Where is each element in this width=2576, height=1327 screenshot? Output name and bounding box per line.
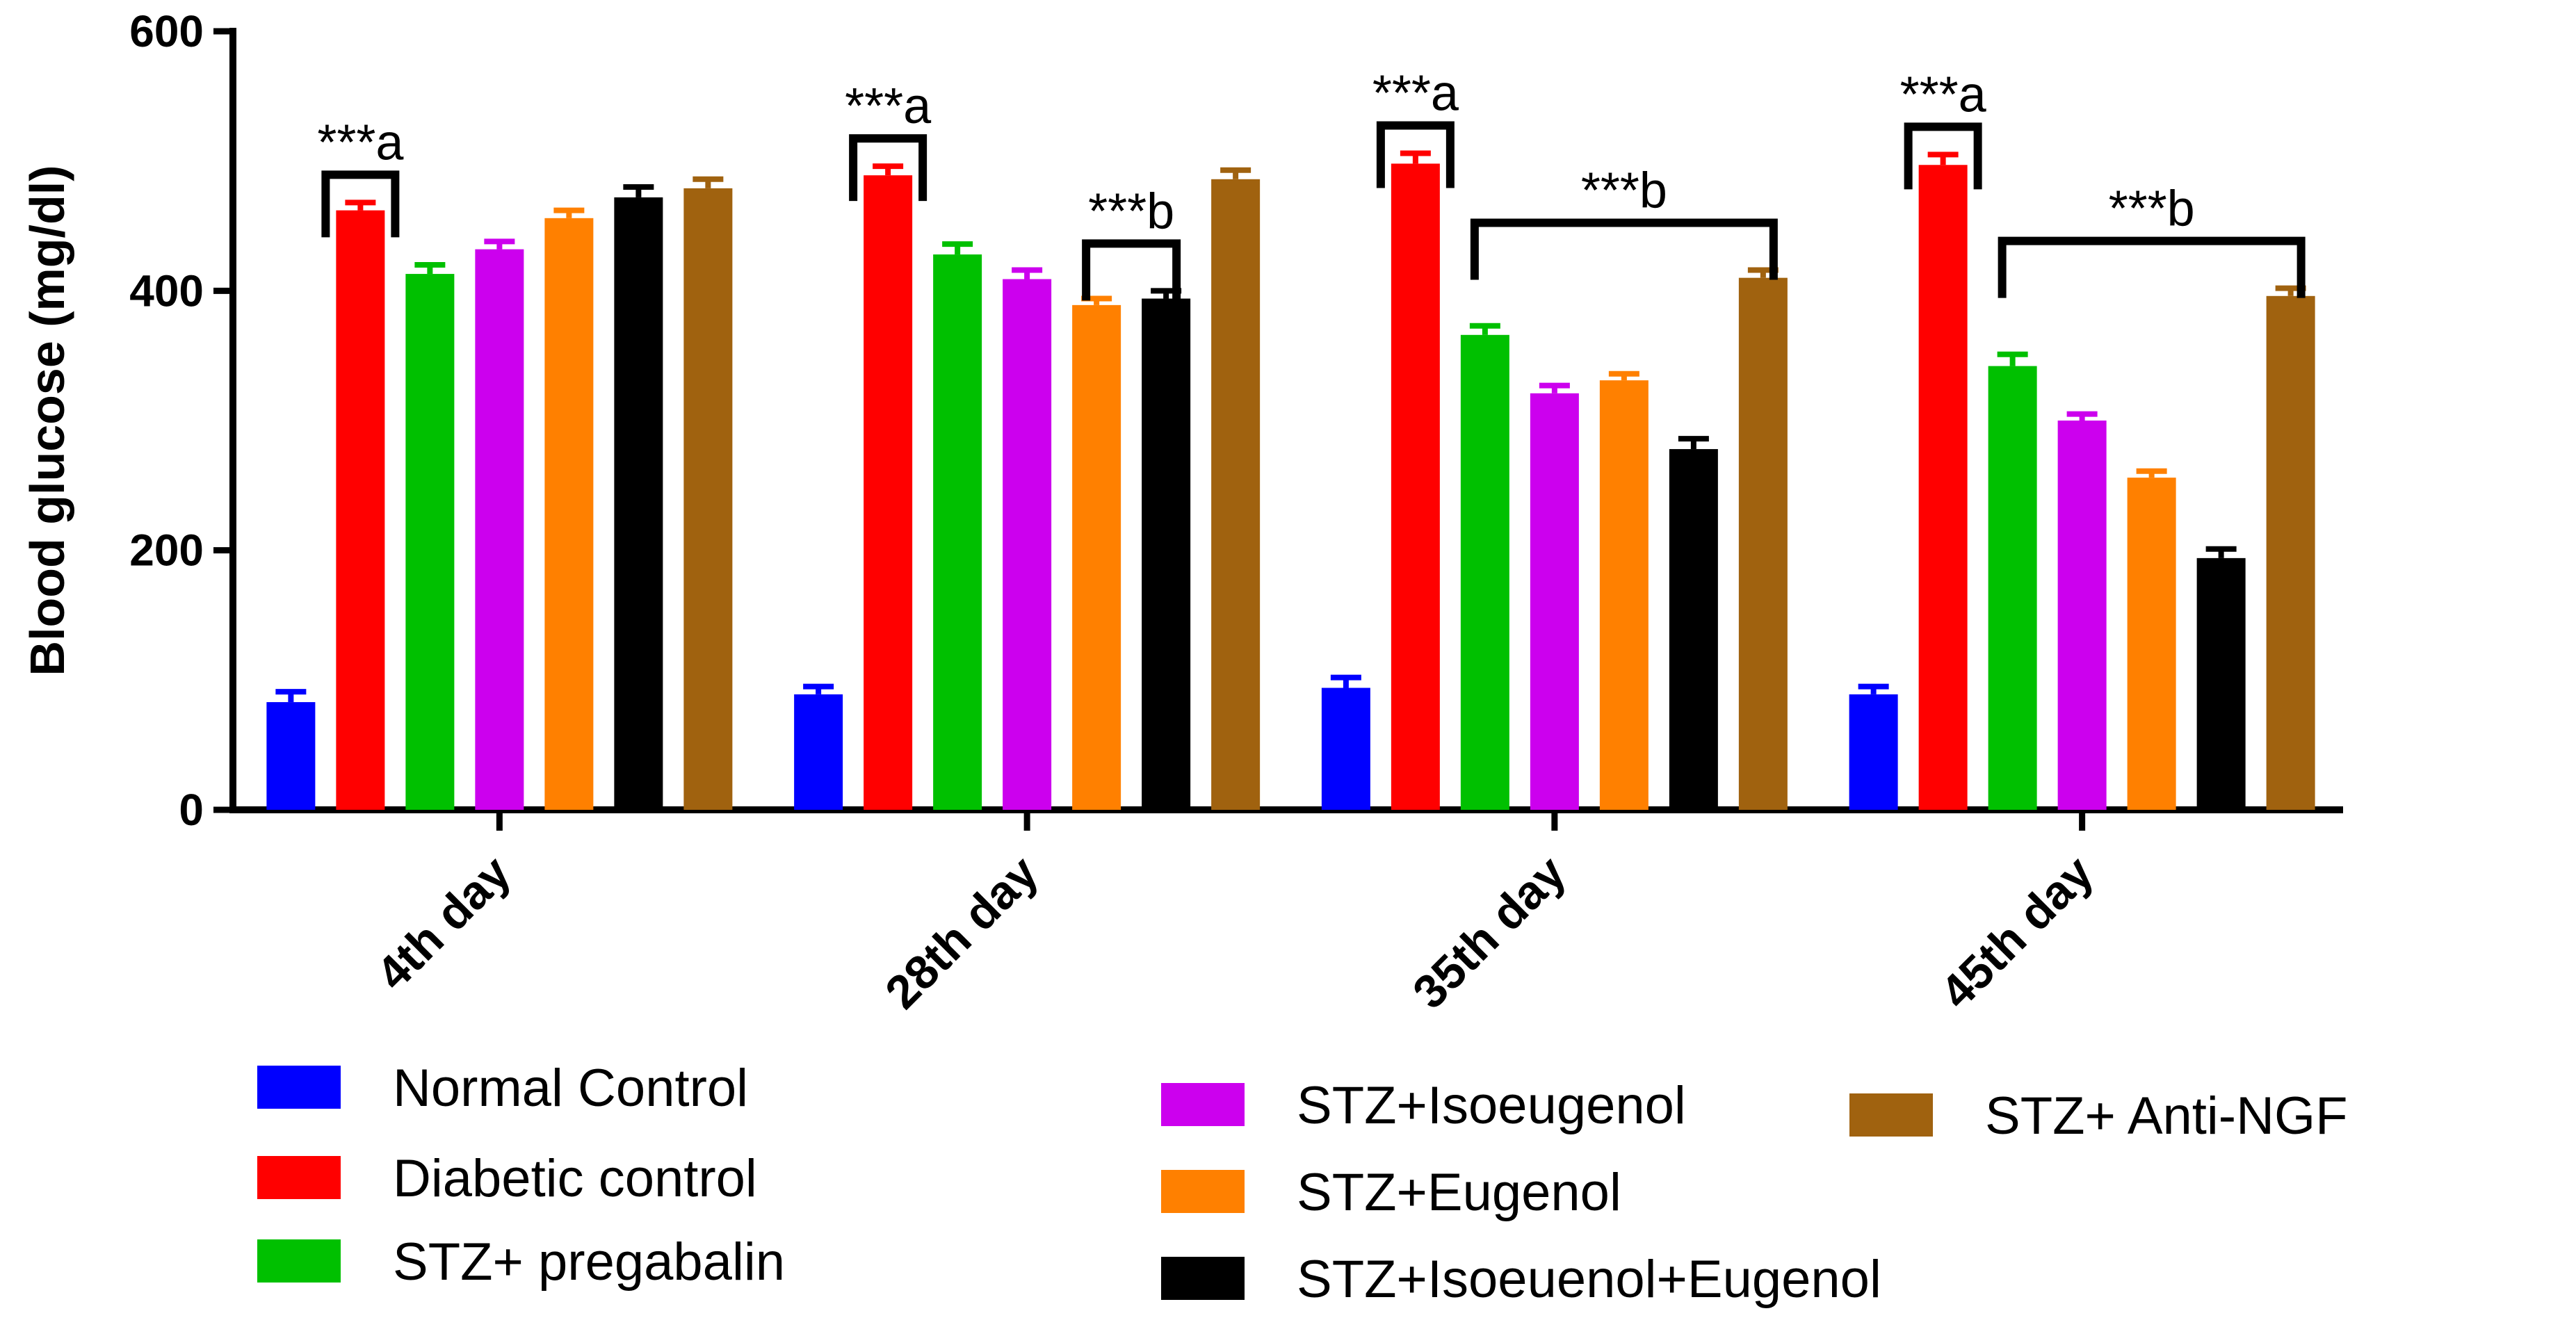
significance-label: ***a [1900, 67, 1987, 122]
bar [266, 702, 316, 810]
bars [266, 150, 2315, 811]
y-tick-label: 400 [129, 266, 204, 316]
bar [544, 218, 594, 810]
bar [1918, 165, 1968, 810]
y-tick-label: 200 [129, 526, 204, 576]
legend-swatch [257, 1239, 341, 1283]
significance-bracket [1470, 218, 1778, 280]
bar [1988, 366, 2037, 810]
y-axis-label: Blood glucose (mg/dl) [20, 165, 74, 676]
legend-item: Normal Control [257, 1059, 748, 1118]
bar [933, 254, 982, 811]
significance-annotations: ***a ***a ***b ***a ***b ***a ***b [317, 65, 2306, 301]
bar [683, 188, 733, 810]
legend-swatch [1161, 1170, 1245, 1213]
bar [2196, 557, 2246, 810]
bar [2057, 421, 2107, 810]
legend-label: Diabetic control [393, 1149, 757, 1208]
bar [614, 197, 663, 810]
bar [336, 210, 385, 811]
y-tick-label: 600 [129, 6, 204, 56]
bar [1849, 694, 1898, 810]
bar [1211, 179, 1261, 810]
legend-swatch [257, 1156, 341, 1199]
x-tick-label: 35th day [1403, 846, 1576, 1019]
legend-swatch [257, 1066, 341, 1109]
legend: Normal Control Diabetic control STZ+ prega… [257, 1059, 2348, 1309]
legend-swatch [1161, 1083, 1245, 1126]
significance-label: ***a [317, 115, 404, 170]
legend-item: STZ+ pregabalin [257, 1232, 785, 1292]
x-tick-label: 4th day [366, 846, 521, 1000]
legend-item: Diabetic control [257, 1149, 757, 1208]
bar [1003, 279, 1052, 810]
bar [2266, 295, 2315, 810]
significance-bracket [321, 170, 400, 238]
significance-bracket [849, 134, 927, 202]
legend-item: STZ+Isoeuenol+Eugenol [1161, 1250, 1881, 1309]
bar [1321, 687, 1370, 810]
significance-label: ***a [845, 79, 932, 134]
bar [1072, 304, 1121, 810]
legend-label: STZ+Isoeugenol [1297, 1076, 1686, 1135]
legend-item: STZ+ Anti-NGF [1849, 1086, 2348, 1146]
bar [1738, 277, 1788, 811]
bar [2127, 478, 2176, 810]
legend-label: STZ+Eugenol [1297, 1163, 1621, 1222]
bar [1460, 334, 1509, 810]
significance-bracket [1376, 121, 1455, 188]
legend-label: STZ+ Anti-NGF [1985, 1086, 2348, 1146]
legend-label: Normal Control [393, 1059, 748, 1118]
bar [1669, 449, 1718, 810]
bar [864, 175, 913, 810]
bar [1142, 298, 1191, 810]
x-tick-label: 45th day [1930, 846, 2103, 1019]
significance-bracket [1082, 239, 1181, 301]
significance-bracket [1998, 236, 2306, 298]
significance-label: ***b [2109, 181, 2195, 237]
significance-label: ***a [1372, 65, 1459, 121]
legend-swatch [1161, 1257, 1245, 1300]
y-tick-label: 0 [179, 785, 204, 835]
x-tick-label: 28th day [875, 846, 1048, 1019]
legend-label: STZ+Isoeuenol+Eugenol [1297, 1250, 1881, 1309]
significance-bracket [1904, 122, 1982, 190]
legend-item: STZ+Eugenol [1161, 1163, 1621, 1222]
legend-label: STZ+ pregabalin [393, 1232, 785, 1292]
bar [475, 249, 524, 811]
bar [1530, 393, 1579, 810]
bar [405, 274, 455, 811]
legend-swatch [1849, 1093, 1933, 1137]
bar [794, 694, 843, 810]
bar [1391, 163, 1440, 810]
significance-label: ***b [1088, 184, 1174, 239]
significance-label: ***b [1581, 163, 1667, 218]
bar [1599, 380, 1649, 810]
legend-item: STZ+Isoeugenol [1161, 1076, 1686, 1135]
